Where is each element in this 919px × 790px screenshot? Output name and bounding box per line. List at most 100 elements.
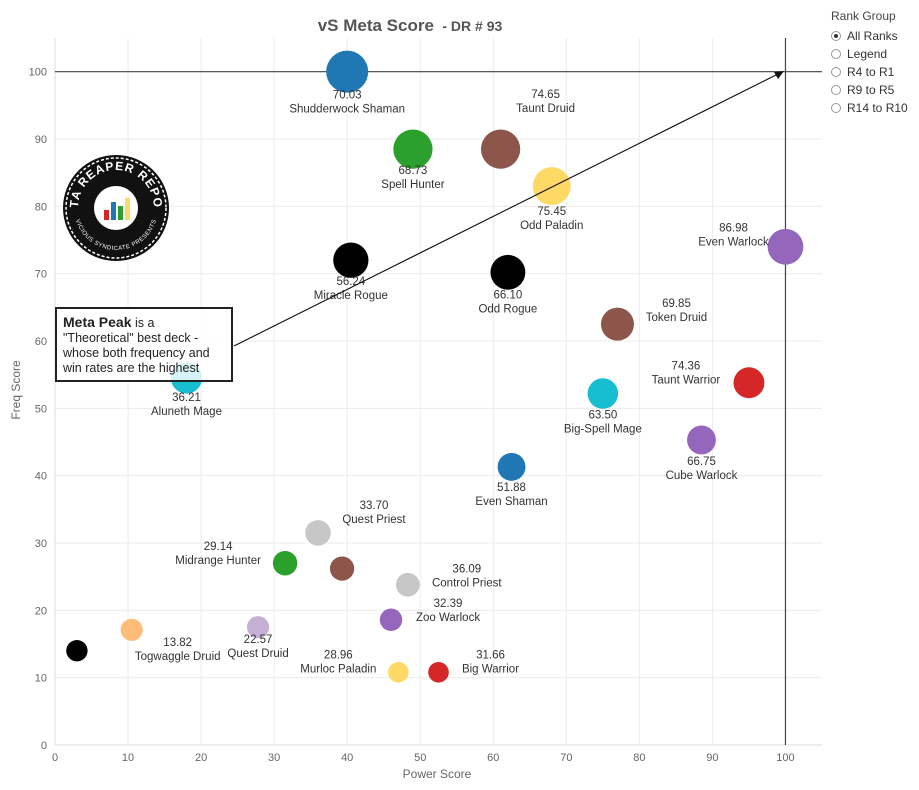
deck-name-label: Token Druid	[646, 312, 707, 324]
deck-point[interactable]	[120, 618, 143, 641]
meta-peak-arrow	[233, 71, 784, 347]
deck-point[interactable]	[733, 367, 765, 399]
meta-peak-note: Meta Peak is a "Theoretical" best deck -…	[55, 307, 233, 382]
deck-name-label: Taunt Warrior	[652, 375, 721, 387]
y-tick-label: 100	[29, 67, 47, 79]
deck-point[interactable]	[272, 550, 298, 576]
deck-point[interactable]	[600, 307, 634, 341]
deck-name-label: Shudderwock Shaman	[289, 104, 405, 116]
deck-score-label: 66.75	[687, 456, 716, 468]
meta-peak-note-text: is a "Theoretical" best deck - whose bot…	[63, 316, 210, 375]
deck-point[interactable]	[587, 378, 619, 409]
deck-score-label: 28.96	[324, 649, 353, 661]
logo-ring	[65, 157, 167, 259]
axes: 0 10 20 30 40 50 60 70 80 90 100 0 10 20 30 40 50 60 70 80 9…	[29, 38, 822, 764]
deck-score-label: 69.85	[662, 298, 691, 310]
y-tick-label: 80	[35, 201, 47, 213]
deck-score-label: 63.50	[588, 410, 617, 422]
deck-point[interactable]	[246, 616, 270, 639]
rank-option-label: R14 to R10	[847, 101, 908, 115]
deck-point[interactable]	[497, 452, 526, 481]
deck-score-label: 32.39	[434, 598, 463, 610]
deck-name-label: Big-Spell Mage	[564, 424, 642, 436]
rank-option-r14-to-r10[interactable]: R14 to R10	[831, 99, 919, 117]
deck-point[interactable]	[379, 608, 403, 631]
logo-bar-blue	[111, 202, 116, 220]
deck-point[interactable]	[388, 661, 409, 683]
radio-icon[interactable]	[831, 67, 841, 77]
x-tick-label: 10	[122, 752, 134, 764]
x-tick-label: 70	[560, 752, 572, 764]
y-tick-label: 20	[35, 605, 47, 617]
deck-score-label: 29.14	[204, 541, 233, 553]
x-tick-label: 100	[776, 752, 794, 764]
y-tick-label: 40	[35, 471, 47, 483]
deck-point[interactable]	[393, 129, 433, 169]
deck-name-label: Quest Priest	[342, 514, 406, 526]
deck-name-label: Spell Hunter	[381, 179, 444, 191]
meta-peak-reference-lines	[55, 38, 822, 745]
deck-name-label: Cube Warlock	[666, 470, 738, 482]
deck-point[interactable]	[329, 556, 355, 581]
deck-name-label: Odd Paladin	[520, 220, 583, 232]
deck-point[interactable]	[687, 425, 716, 455]
y-tick-label: 10	[35, 673, 47, 685]
x-tick-label: 90	[706, 752, 718, 764]
logo-bar-green	[118, 206, 123, 220]
deck-name-label: Miracle Rogue	[314, 290, 388, 302]
deck-score-label: 56.24	[336, 276, 365, 288]
y-tick-label: 50	[35, 403, 47, 415]
x-tick-label: 30	[268, 752, 280, 764]
deck-name-label: Zoo Warlock	[416, 612, 480, 624]
deck-point[interactable]	[532, 167, 571, 206]
deck-name-label: Even Shaman	[475, 496, 547, 508]
deck-point[interactable]	[767, 228, 804, 265]
deck-name-label: Murloc Paladin	[300, 663, 376, 675]
deck-point[interactable]	[305, 520, 331, 546]
deck-score-label: 86.98	[719, 223, 748, 235]
rank-option-legend[interactable]: Legend	[831, 45, 919, 63]
deck-score-label: 13.82	[163, 637, 192, 649]
rank-option-r4-to-r1[interactable]: R4 to R1	[831, 63, 919, 81]
deck-point[interactable]	[480, 129, 521, 169]
deck-name-label: Control Priest	[432, 578, 502, 590]
deck-score-label: 22.57	[244, 634, 273, 646]
radio-icon[interactable]	[831, 85, 841, 95]
radio-icon[interactable]	[831, 31, 841, 41]
logo-bar-red	[104, 210, 109, 220]
chart-title-sub: - DR # 93	[442, 18, 502, 34]
x-axis-label: Power Score	[403, 767, 472, 781]
deck-name-label: Odd Rogue	[478, 303, 537, 315]
deck-name-label: Midrange Hunter	[175, 555, 261, 567]
deck-score-label: 31.66	[476, 649, 505, 661]
deck-point[interactable]	[490, 254, 526, 290]
deck-name-label: Big Warrior	[462, 663, 519, 675]
deck-point[interactable]	[66, 640, 88, 662]
deck-point[interactable]	[326, 50, 369, 93]
deck-name-label: Even Warlock	[698, 237, 769, 249]
rank-group-title: Rank Group	[831, 9, 896, 23]
x-tick-label: 40	[341, 752, 353, 764]
deck-score-label: 36.09	[452, 564, 481, 576]
y-tick-label: 70	[35, 269, 47, 281]
rank-option-all-ranks[interactable]: All Ranks	[831, 27, 919, 45]
deck-point[interactable]	[333, 242, 369, 278]
rank-option-label: All Ranks	[847, 29, 898, 43]
rank-option-label: Legend	[847, 47, 888, 61]
deck-score-label: 51.88	[497, 482, 526, 494]
deck-score-label: 70.03	[333, 90, 362, 102]
rank-option-r9-to-r5[interactable]: R9 to R5	[831, 81, 919, 99]
x-tick-label: 80	[633, 752, 645, 764]
y-tick-label: 30	[35, 538, 47, 550]
radio-icon[interactable]	[831, 49, 841, 59]
deck-name-label: Togwaggle Druid	[135, 651, 221, 663]
radio-icon[interactable]	[831, 103, 841, 113]
deck-score-label: 33.70	[360, 500, 389, 512]
deck-point[interactable]	[428, 661, 449, 683]
y-tick-label: 90	[35, 134, 47, 146]
deck-point[interactable]	[395, 572, 420, 597]
deck-name-label: Taunt Druid	[516, 103, 575, 115]
y-tick-label: 60	[35, 336, 47, 348]
deck-score-label: 36.21	[172, 392, 201, 404]
